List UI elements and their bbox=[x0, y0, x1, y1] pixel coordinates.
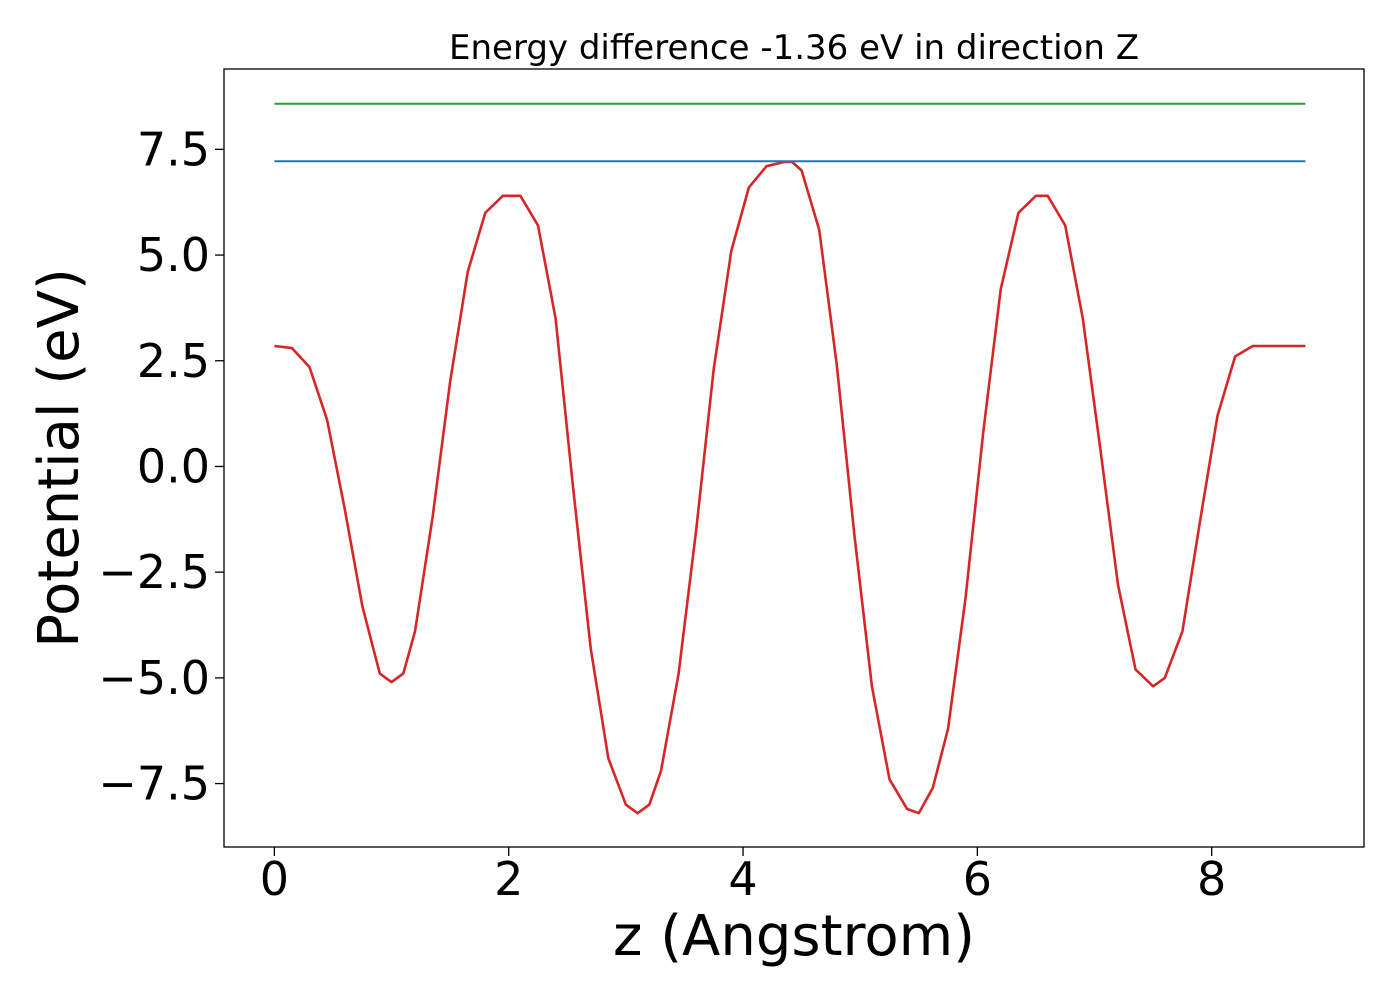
y-tick-label: −5.0 bbox=[98, 651, 210, 705]
y-tick-label: 7.5 bbox=[137, 122, 210, 176]
y-tick-label: 5.0 bbox=[137, 228, 210, 282]
x-tick-label: 8 bbox=[1197, 852, 1226, 906]
x-tick-label: 2 bbox=[494, 852, 523, 906]
y-tick-label: −7.5 bbox=[98, 757, 210, 811]
x-tick-label: 4 bbox=[728, 852, 757, 906]
y-axis-ticks: −7.5 −5.0 −2.5 0.0 2.5 5.0 7.5 bbox=[98, 122, 224, 811]
y-tick-label: 2.5 bbox=[137, 334, 210, 388]
series-line-0 bbox=[274, 160, 1306, 815]
series-layer bbox=[274, 102, 1306, 815]
x-tick-label: 6 bbox=[963, 852, 992, 906]
y-tick-label: 0.0 bbox=[137, 439, 210, 493]
y-axis-label: Potential (eV) bbox=[27, 268, 92, 648]
x-axis-label: z (Angstrom) bbox=[613, 904, 975, 969]
plot-frame bbox=[223, 68, 1365, 848]
chart-title: Energy difference -1.36 eV in direction … bbox=[449, 28, 1139, 68]
x-tick-label: 0 bbox=[260, 852, 289, 906]
x-axis-ticks: 0 2 4 6 8 bbox=[260, 847, 1226, 906]
y-tick-label: −2.5 bbox=[98, 545, 210, 599]
